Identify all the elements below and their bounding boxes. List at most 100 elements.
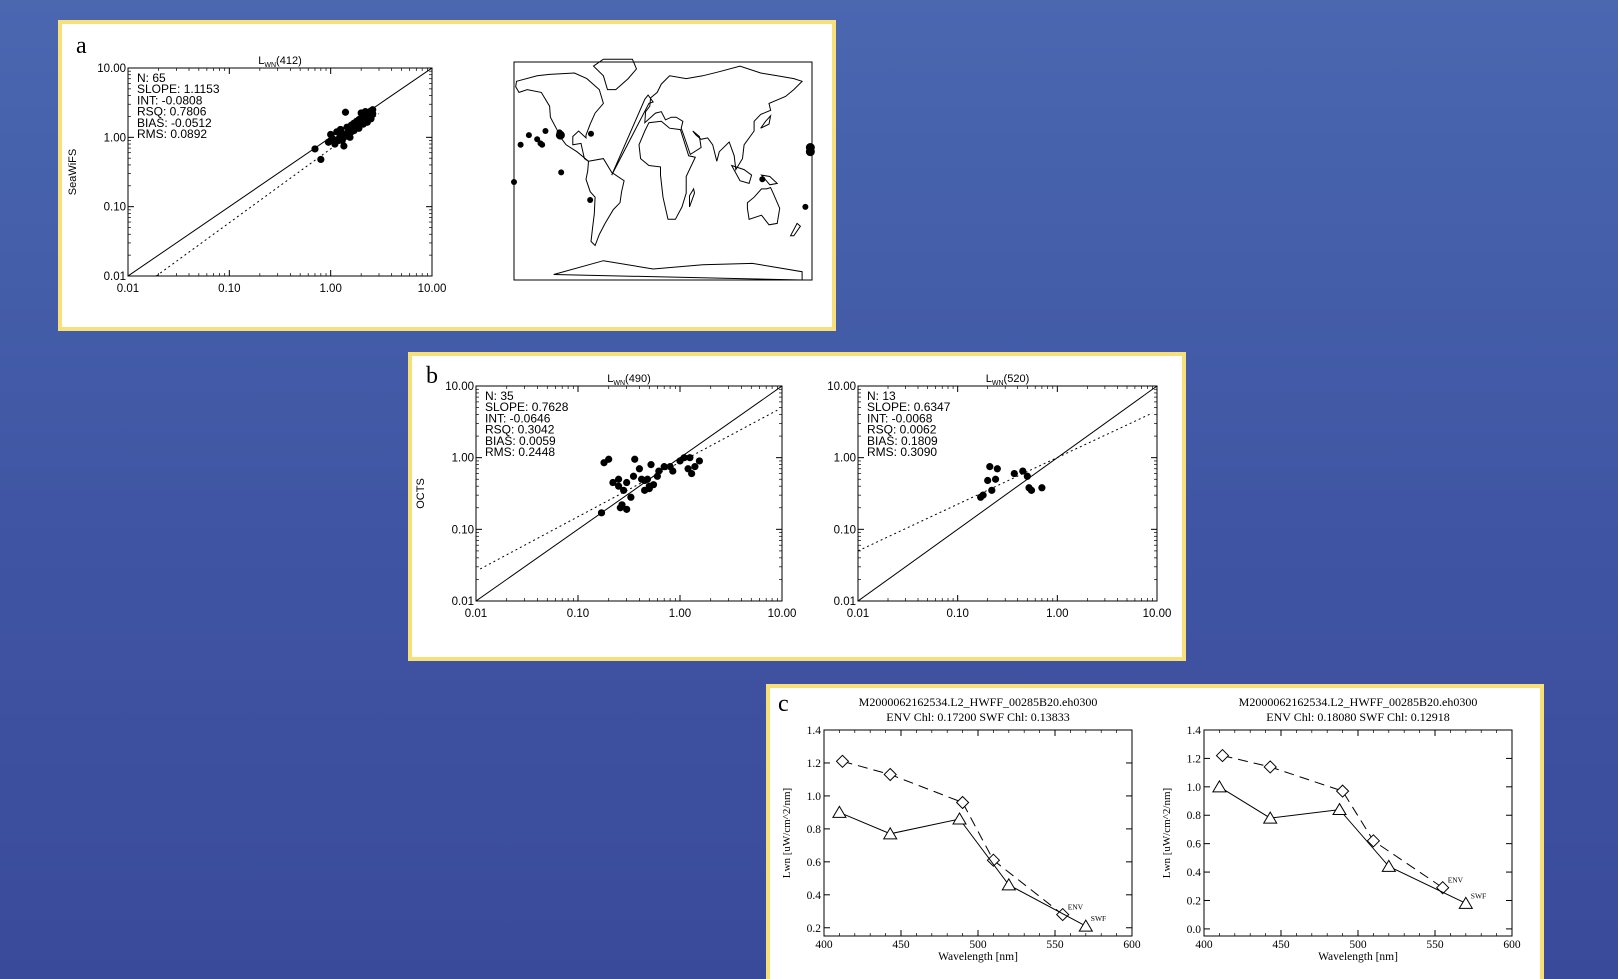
a1-title-main: L — [258, 55, 264, 67]
panel-label-b: b — [426, 363, 438, 389]
c2-y-tick-label: 0.8 — [1187, 810, 1202, 822]
b2-title-sub: WN — [992, 380, 1004, 387]
c2-series-env-line — [1222, 755, 1443, 889]
panel-label-a: a — [76, 33, 87, 59]
a1-data-point — [311, 145, 319, 153]
b2-data-point — [1023, 472, 1031, 480]
b1-data-point — [609, 478, 617, 487]
c1-chart: M2000062162534.L2_HWFF_00285B20.eh0300EN… — [781, 695, 1141, 963]
b1-data-point — [660, 463, 668, 471]
panel-a-figure: 0.010.01 0.10 0.10 1.00 1.00 10.00 10.00 LWN(41… — [67, 55, 815, 295]
c2-series-swf-line — [1219, 786, 1467, 904]
north-america-outline — [515, 72, 604, 162]
b1-data-point — [647, 461, 655, 469]
panel-c: c M2000062162534.L2_HWFF_00285B20.eh0300… — [766, 684, 1544, 979]
a1-plot-frame — [127, 67, 433, 277]
b1-y-tick-label: 0.10 — [452, 524, 474, 536]
b1-data-point — [688, 469, 696, 478]
c2-y-tick-label: 0.6 — [1187, 839, 1202, 851]
south-america-outline — [585, 158, 625, 247]
c2-x-tick-label: 450 — [1272, 939, 1290, 951]
c1-series-env-line — [842, 760, 1064, 915]
c1-y-tick-label: 1.2 — [807, 758, 822, 770]
b1-x-tick-label: 0.10 — [567, 608, 589, 620]
b2-data-point — [991, 475, 1000, 483]
station-map — [511, 58, 815, 281]
c2-series-swf-marker — [1332, 802, 1347, 816]
b1-data-point — [629, 472, 638, 480]
a1-data-point — [340, 142, 348, 150]
b1-stat-line: RSQ: 0.3042 — [485, 423, 555, 437]
b1-data-point — [695, 457, 704, 465]
c2-y-tick-label: 1.4 — [1187, 725, 1202, 737]
c2-x-tick-label: 500 — [1349, 939, 1367, 951]
eurasia-outline — [644, 65, 804, 172]
a1-data-point — [341, 108, 350, 116]
c2-x-tick-label: 550 — [1426, 939, 1444, 951]
c1-series-swf-marker — [1001, 877, 1017, 891]
a1-x-tick-label: 1.00 — [319, 283, 341, 295]
a1-stat-line: RSQ: 0.7806 — [137, 105, 207, 119]
c2-series-label: ENV — [1448, 876, 1464, 885]
b1-fit-line — [479, 409, 778, 570]
c2-y-tick-label: 0.0 — [1187, 924, 1202, 936]
c1-series-swf-line — [839, 811, 1087, 927]
madagascar-outline — [689, 187, 696, 208]
b1-data-point — [627, 493, 635, 501]
c2-chart: M2000062162534.L2_HWFF_00285B20.eh0300EN… — [1161, 695, 1521, 963]
b1-data-point — [614, 475, 623, 483]
map-station-point — [534, 136, 541, 143]
c2-series-env-marker — [1366, 834, 1381, 848]
map-frame — [513, 61, 813, 281]
a1-data-point — [347, 124, 355, 132]
b2-stat-line: SLOPE: 0.6347 — [867, 400, 951, 414]
a1-x-tick-label: 0.10 — [218, 283, 240, 295]
b2-x-tick-label: 0.01 — [847, 608, 869, 620]
b1-chart: 0.010.01 0.10 0.10 1.00 1.00 10.00 10.00 LWN(49… — [415, 373, 796, 620]
a1-one-to-one-line — [128, 68, 432, 276]
indonesia-outline — [730, 164, 753, 185]
b1-data-point — [614, 482, 623, 490]
b1-data-point — [669, 467, 677, 475]
b2-title: LWN(520) — [986, 373, 1029, 387]
b1-data-point — [623, 478, 631, 487]
c2-x-tick-label: 600 — [1503, 939, 1521, 951]
b1-data-point — [680, 454, 688, 462]
b2-y-tick-label: 0.01 — [834, 596, 856, 608]
b1-data-point — [645, 485, 653, 493]
a1-stat-line: BIAS: -0.0512 — [137, 116, 212, 130]
b2-data-point — [1038, 484, 1046, 492]
b2-plot-frame — [857, 385, 1158, 602]
map-station-point — [556, 129, 563, 136]
c1-series-swf-marker — [882, 826, 898, 840]
b2-stat-line: INT: -0.0068 — [867, 411, 933, 425]
c1-y-tick-label: 0.6 — [807, 857, 822, 869]
c1-x-tick-label: 600 — [1123, 939, 1141, 951]
b2-data-point — [986, 463, 994, 471]
a1-data-point — [317, 155, 325, 164]
b1-x-tick-label: 0.01 — [465, 608, 487, 620]
new-zealand-outline — [789, 222, 802, 237]
b1-data-point — [641, 476, 649, 485]
b2-one-to-one-line — [858, 386, 1157, 601]
b2-data-point — [1019, 467, 1027, 475]
panel-c-figure: M2000062162534.L2_HWFF_00285B20.eh0300EN… — [781, 695, 1521, 963]
c1-y-tick-label: 1.0 — [807, 791, 822, 803]
b2-fit-line — [858, 412, 1153, 552]
c2-ylabel: Lwn [uW/cm^2/nm] — [1161, 788, 1173, 878]
b1-plot-frame — [475, 385, 783, 602]
b2-title-band: (520) — [1004, 373, 1030, 385]
c1-subtitle: ENV Chl: 0.17200 SWF Chl: 0.13833 — [886, 710, 1069, 724]
c1-y-tick-label: 0.4 — [807, 890, 822, 902]
c1-series-label: SWF — [1091, 914, 1106, 923]
japan-outline — [760, 114, 772, 129]
b1-title-sub: WN — [613, 380, 625, 387]
b2-x-tick-label: 0.10 — [946, 608, 968, 620]
map-station-point — [558, 169, 565, 176]
b1-data-point — [635, 465, 644, 473]
b2-stat-line: RSQ: 0.0062 — [867, 423, 937, 437]
c2-y-tick-label: 0.2 — [1187, 895, 1202, 907]
c1-x-tick-label: 550 — [1046, 939, 1064, 951]
b1-stat-line: N: 35 — [485, 389, 514, 403]
c1-y-tick-label: 0.2 — [807, 923, 822, 935]
